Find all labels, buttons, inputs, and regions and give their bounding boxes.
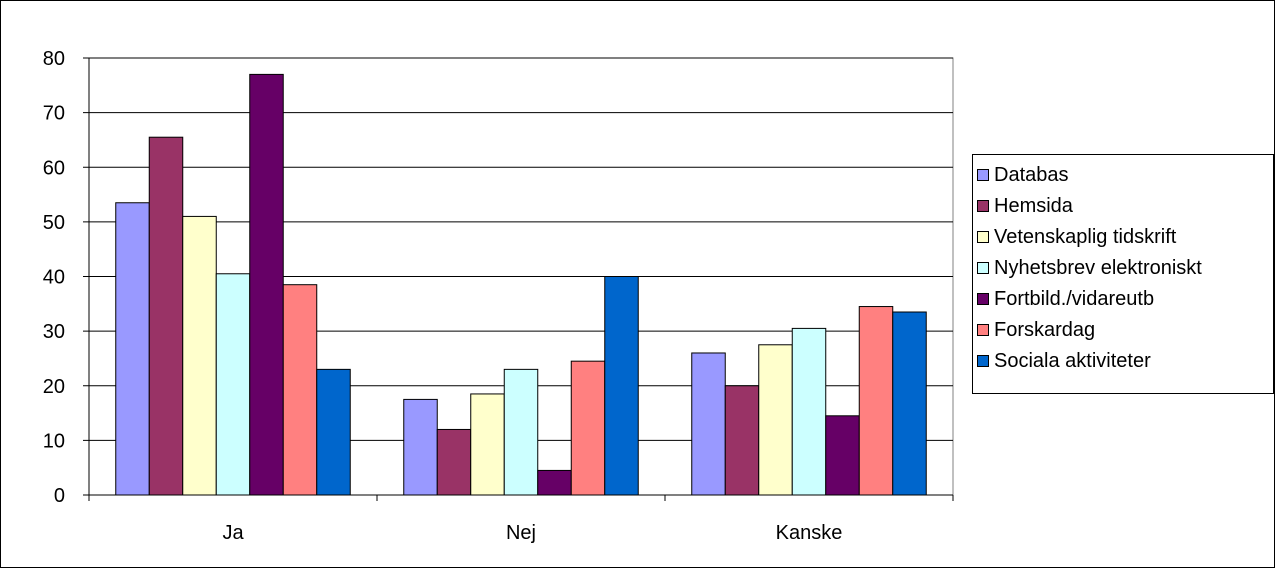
bar: [858, 306, 894, 496]
legend-label: Fortbild./vidareutb: [994, 288, 1155, 310]
bar: [825, 415, 860, 496]
bar: [604, 276, 639, 496]
bar: [316, 368, 351, 496]
bar: [791, 327, 827, 496]
bar: [403, 398, 438, 496]
bar: [436, 428, 472, 496]
y-tick-label: 40: [43, 267, 65, 289]
legend-label: Hemsida: [994, 195, 1073, 217]
legend-label: Databas: [994, 164, 1069, 186]
legend-label: Vetenskaplig tidskrift: [994, 226, 1177, 248]
legend-swatch: [977, 324, 989, 336]
legend-item: Sociala aktiviteter: [973, 346, 1273, 377]
y-tick-label: 70: [43, 103, 65, 125]
legend-label: Nyhetsbrev elektroniskt: [994, 257, 1202, 279]
legend-swatch: [977, 231, 989, 243]
legend-item: Databas: [973, 160, 1273, 191]
legend-swatch: [977, 293, 989, 305]
x-tick-label: Kanske: [776, 522, 843, 544]
x-tick-label: Ja: [222, 522, 244, 544]
bar: [148, 136, 184, 496]
x-axis-ticks: Ja Nej Kanske: [88, 495, 954, 544]
x-tick-label: Nej: [506, 522, 536, 544]
bar: [115, 202, 150, 496]
y-tick-label: 50: [43, 212, 65, 234]
bar: [503, 368, 539, 496]
bar: [282, 284, 318, 496]
bar: [215, 273, 251, 496]
legend-item: Hemsida: [973, 191, 1273, 222]
legend-swatch: [977, 200, 989, 212]
legend-swatch: [977, 355, 989, 367]
y-tick-label: 80: [43, 48, 65, 70]
bar: [691, 352, 726, 496]
legend: Databas Hemsida Vetenskaplig tidskrift Nyhe…: [972, 154, 1274, 394]
y-tick-label: 20: [43, 376, 65, 398]
y-tick-label: 30: [43, 321, 65, 343]
bars: [115, 73, 927, 496]
bar: [182, 215, 217, 496]
bar: [537, 469, 572, 496]
y-axis-ticks: 0 10 20 30 40 50 60 70 80: [43, 48, 89, 507]
legend-item: Fortbild./vidareutb: [973, 284, 1273, 315]
legend-item: Forskardag: [973, 315, 1273, 346]
bar: [724, 385, 760, 496]
legend-label: Forskardag: [994, 319, 1096, 341]
bar: [892, 311, 927, 496]
legend-item: Nyhetsbrev elektroniskt: [973, 253, 1273, 284]
legend-swatch: [977, 169, 989, 181]
legend-item: Vetenskaplig tidskrift: [973, 222, 1273, 253]
y-tick-label: 0: [54, 485, 65, 507]
bar: [470, 393, 505, 496]
y-tick-label: 60: [43, 157, 65, 179]
bar: [758, 344, 793, 496]
bar: [249, 73, 284, 496]
y-tick-label: 10: [43, 430, 65, 452]
legend-swatch: [977, 262, 989, 274]
bar: [570, 360, 606, 496]
legend-label: Sociala aktiviteter: [994, 350, 1151, 372]
